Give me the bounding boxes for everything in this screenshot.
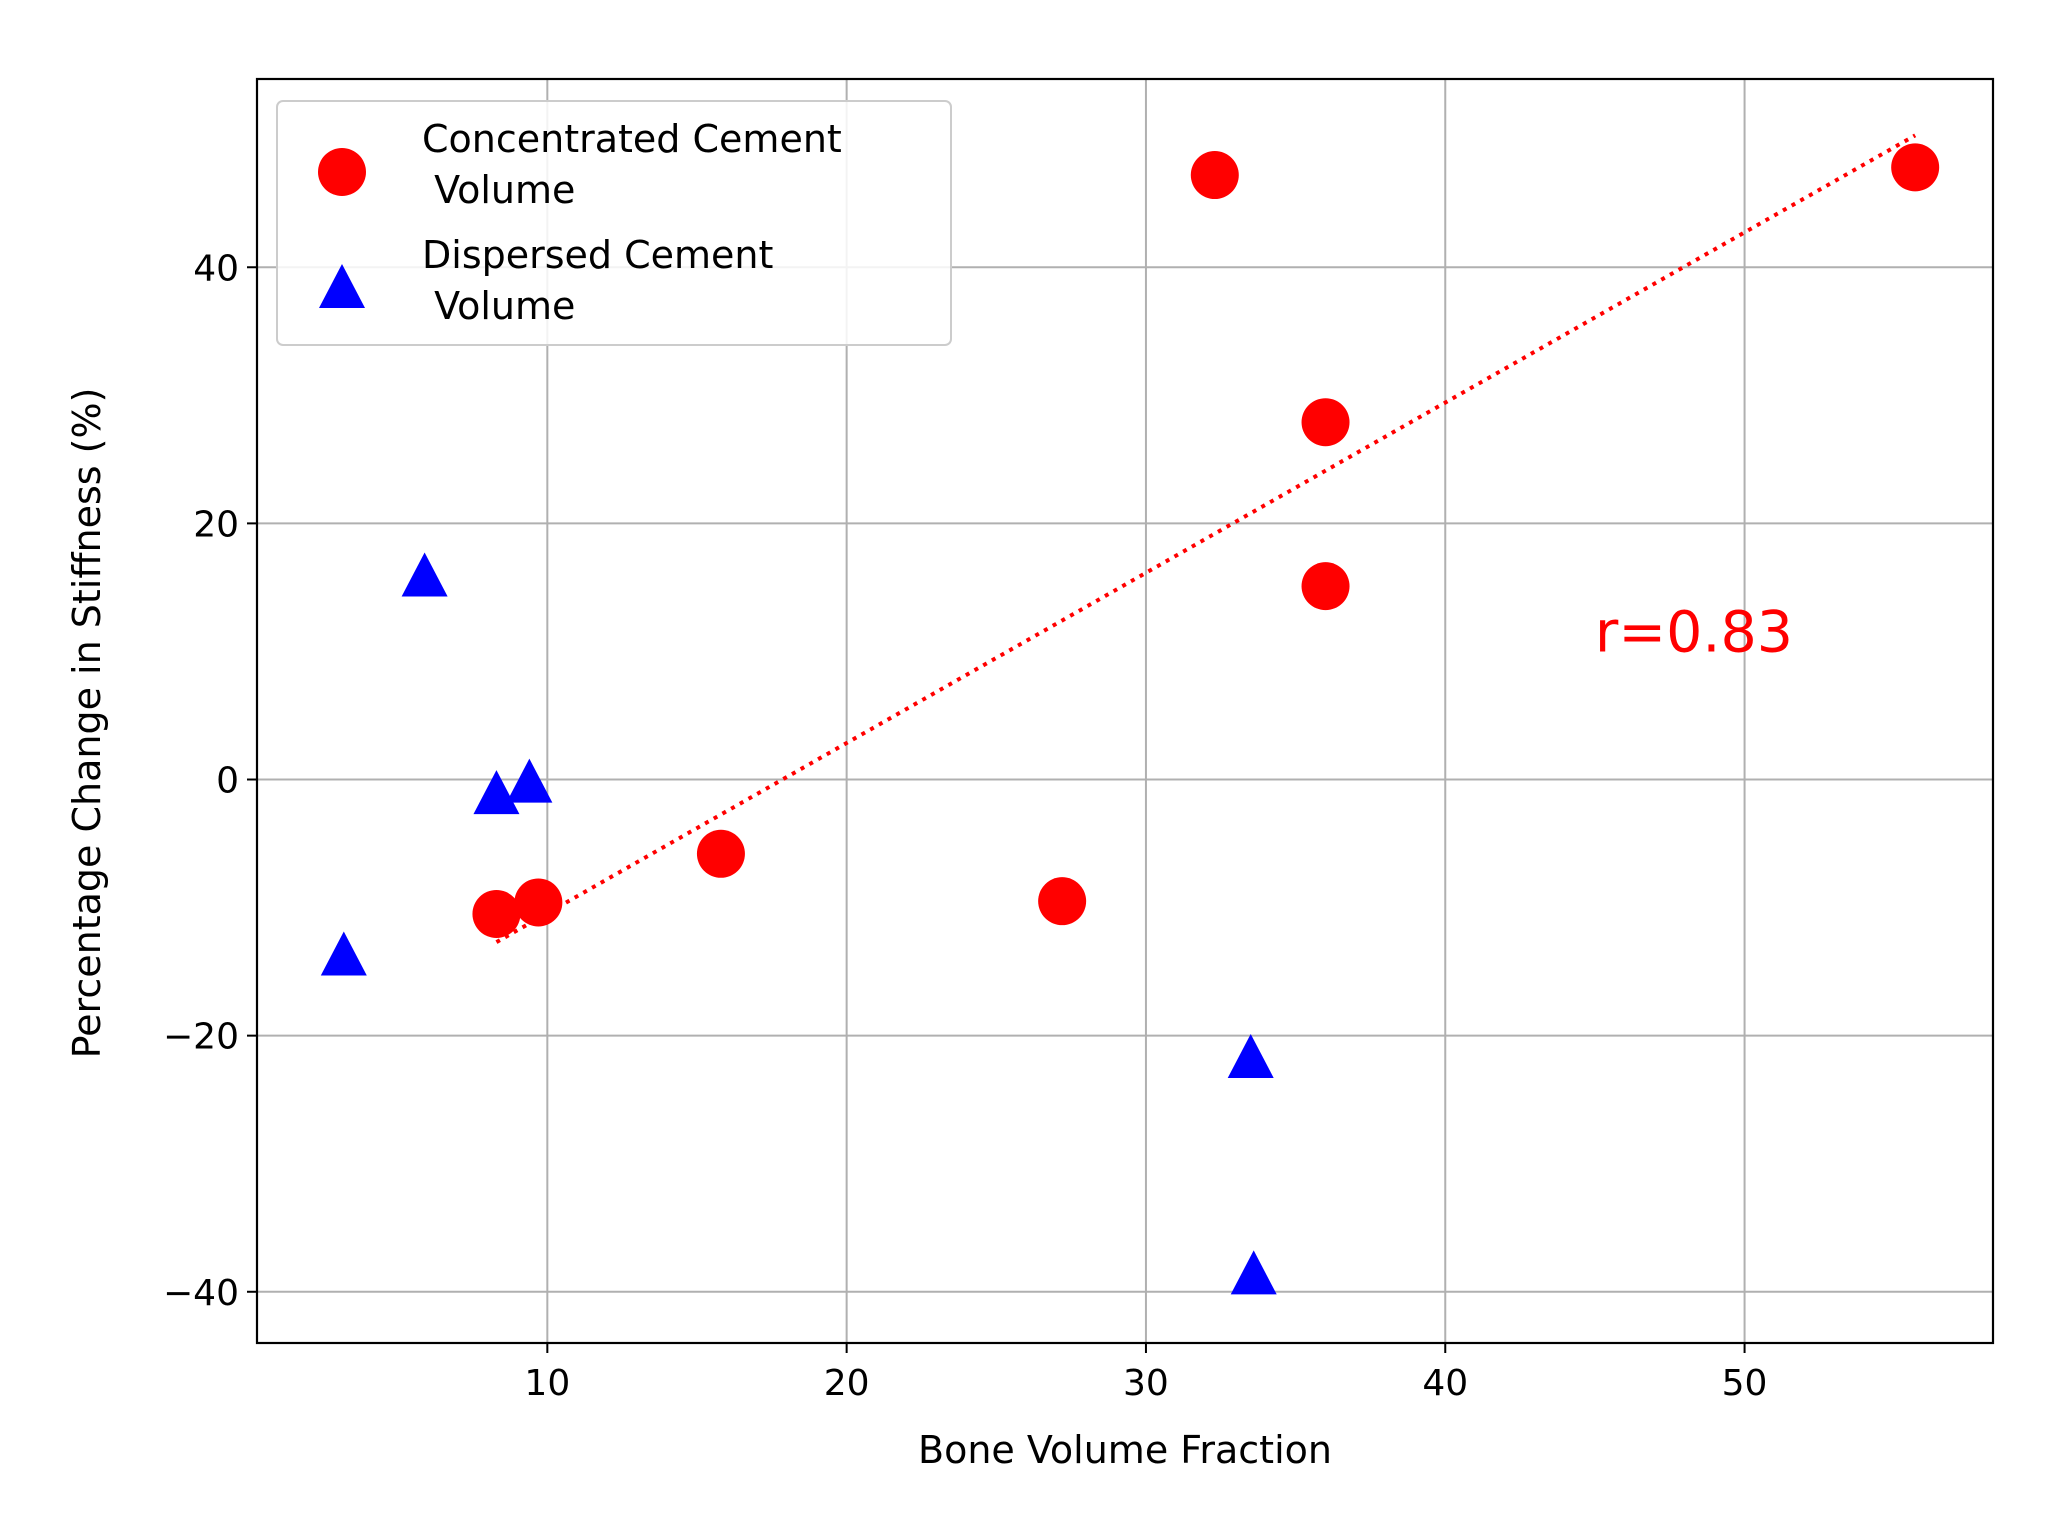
- legend-box: [276, 100, 952, 346]
- legend-label: Dispersed Cement: [422, 233, 773, 277]
- x-tick-label: 20: [824, 1363, 870, 1404]
- y-tick-label: 40: [193, 248, 239, 289]
- concentrated-point: [1301, 398, 1350, 447]
- trendline-layer: [495, 133, 1917, 944]
- x-tick-label: 40: [1422, 1363, 1468, 1404]
- concentrated-point: [514, 878, 563, 927]
- y-axis-label: Percentage Change in Stiffness (%): [65, 388, 109, 1059]
- plot-frame: [255, 77, 1995, 1345]
- x-tick-label: 30: [1123, 1363, 1169, 1404]
- legend-label: Volume: [422, 168, 575, 212]
- dispersed-point: [1230, 1250, 1277, 1295]
- y-tick-label: 20: [193, 504, 239, 545]
- concentrated-point: [1891, 143, 1940, 192]
- data-points: [320, 143, 1940, 1295]
- legend-label: Volume: [422, 284, 575, 328]
- y-tick-label: −20: [163, 1017, 239, 1058]
- trendline: [495, 133, 1917, 944]
- concentrated-point: [1301, 562, 1350, 611]
- legend-label: Concentrated Cement: [422, 117, 842, 161]
- concentrated-point: [696, 829, 745, 878]
- dispersed-point: [320, 931, 367, 976]
- y-tick-label: −40: [163, 1273, 239, 1314]
- concentrated-point: [1190, 151, 1239, 200]
- dispersed-point: [1227, 1033, 1274, 1078]
- axis-ticks: 10 20 30 40 50 −40 −20 0 20 40: [163, 248, 1767, 1404]
- concentrated-point: [1038, 877, 1087, 926]
- legend: Concentrated Cement Volume Dispersed Ceme…: [276, 100, 952, 346]
- concentrated-point: [472, 889, 521, 938]
- legend-circle-marker: [318, 148, 366, 196]
- dispersed-point: [506, 758, 553, 803]
- y-tick-label: 0: [216, 761, 239, 802]
- dispersed-point: [473, 770, 520, 815]
- grid: [257, 79, 1993, 1343]
- x-axis-label: Bone Volume Fraction: [918, 1428, 1332, 1472]
- legend-triangle-marker: [319, 264, 365, 308]
- x-tick-label: 50: [1722, 1363, 1768, 1404]
- correlation-annotation: r=0.83: [1595, 599, 1793, 665]
- x-tick-label: 10: [524, 1363, 570, 1404]
- dispersed-point: [401, 552, 448, 597]
